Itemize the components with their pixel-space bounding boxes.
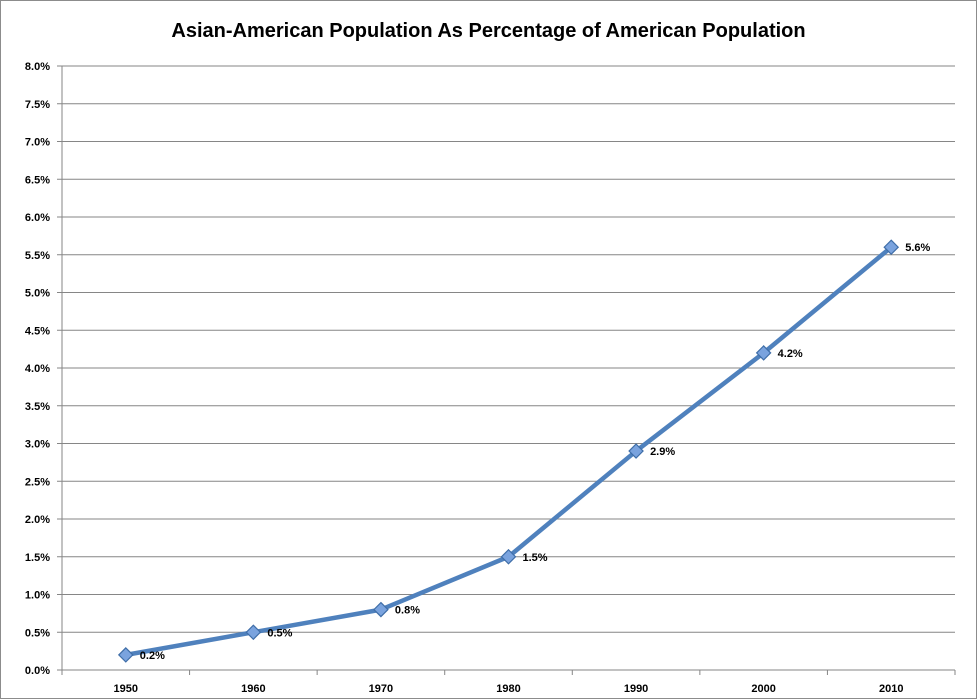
- x-tick-label: 1990: [624, 683, 648, 695]
- data-point-marker: [628, 443, 644, 459]
- data-point-marker: [883, 239, 900, 256]
- series: [117, 239, 900, 663]
- gridlines: [62, 65, 955, 633]
- data-label: 5.6%: [905, 242, 930, 254]
- x-tick-label: 1970: [369, 683, 393, 695]
- y-tick-label: 8.0%: [25, 61, 50, 73]
- data-label: 2.9%: [650, 446, 675, 458]
- y-tick-label: 7.5%: [25, 99, 50, 111]
- x-tick-label: 1950: [114, 683, 138, 695]
- y-tick-label: 3.0%: [25, 439, 50, 451]
- data-label: 4.2%: [778, 348, 803, 360]
- y-tick-label: 1.5%: [25, 552, 50, 564]
- chart-title: Asian-American Population As Percentage …: [171, 20, 806, 42]
- axes: 0.0% 0.5% 1.0% 1.5% 2.0% 2.5% 3.0% 3.5% 4.0% 4.5%…: [25, 61, 956, 695]
- y-tick-label: 4.5%: [25, 325, 50, 337]
- data-point-marker: [755, 345, 772, 361]
- data-point-marker: [373, 601, 389, 618]
- y-tick-label: 0.5%: [25, 627, 50, 639]
- y-tick-label: 6.5%: [25, 174, 50, 186]
- y-tick-label: 1.0%: [25, 590, 50, 602]
- y-tick-label: 5.0%: [25, 288, 50, 300]
- y-tick-label: 3.5%: [25, 401, 50, 413]
- data-labels: 0.2% 0.5% 0.8% 1.5% 2.9% 4.2% 5.6%: [140, 242, 931, 662]
- series-line: [123, 244, 894, 658]
- y-tick-label: 2.0%: [25, 514, 50, 526]
- y-tick-label: 5.5%: [25, 250, 50, 262]
- data-point-marker: [500, 548, 517, 565]
- x-tick-label: 1980: [496, 683, 520, 695]
- data-label: 1.5%: [523, 552, 548, 564]
- data-point-marker: [117, 647, 134, 663]
- y-tick-label: 2.5%: [25, 476, 50, 488]
- x-tick-label: 2010: [879, 683, 903, 695]
- data-label: 0.8%: [395, 605, 420, 617]
- data-point-marker: [245, 624, 262, 641]
- y-tick-label: 6.0%: [25, 212, 50, 224]
- data-label: 0.2%: [140, 650, 165, 662]
- y-tick-label: 0.0%: [25, 665, 50, 677]
- y-tick-label: 4.0%: [25, 363, 50, 375]
- y-tick-label: 7.0%: [25, 137, 50, 149]
- data-label: 0.5%: [267, 627, 292, 639]
- x-tick-label: 2000: [751, 683, 775, 695]
- x-tick-label: 1960: [241, 683, 265, 695]
